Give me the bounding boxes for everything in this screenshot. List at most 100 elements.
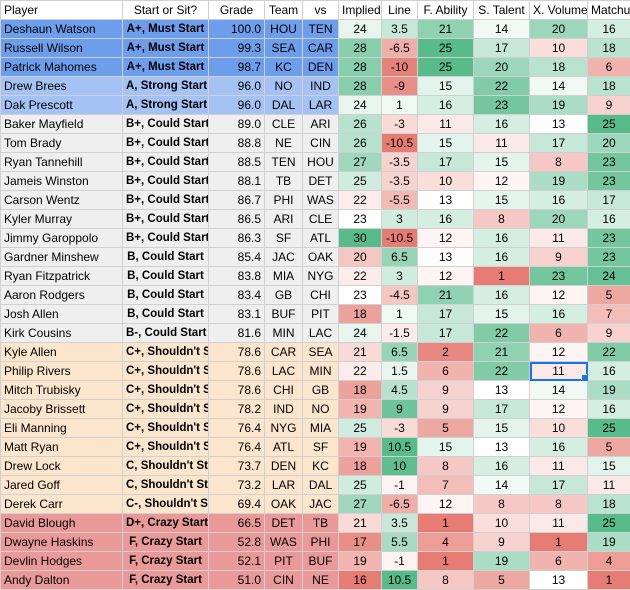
grade-cell[interactable]: 78.6	[209, 381, 265, 400]
s-talent-cell[interactable]: 16	[474, 248, 530, 267]
matchup-cell[interactable]: 23	[588, 248, 630, 267]
opponent-cell[interactable]: TB	[303, 514, 339, 533]
player-cell[interactable]: Eli Manning	[1, 419, 123, 438]
x-volume-cell[interactable]: 14	[530, 381, 588, 400]
implied-cell[interactable]: 28	[339, 58, 382, 77]
implied-cell[interactable]: 19	[339, 400, 382, 419]
grade-cell[interactable]: 69.4	[209, 495, 265, 514]
implied-cell[interactable]: 17	[339, 533, 382, 552]
team-cell[interactable]: GB	[265, 286, 303, 305]
start-sit-cell[interactable]: C+, Shouldn't Start	[123, 381, 209, 400]
grade-cell[interactable]: 83.1	[209, 305, 265, 324]
s-talent-cell[interactable]: 17	[474, 39, 530, 58]
team-cell[interactable]: KC	[265, 58, 303, 77]
grade-cell[interactable]: 86.7	[209, 191, 265, 210]
player-cell[interactable]: Josh Allen	[1, 305, 123, 324]
start-sit-cell[interactable]: B+, Could Start	[123, 134, 209, 153]
x-volume-cell[interactable]: 1	[530, 533, 588, 552]
opponent-cell[interactable]: LAC	[303, 324, 339, 343]
start-sit-cell[interactable]: F, Crazy Start	[123, 552, 209, 571]
opponent-cell[interactable]: SF	[303, 438, 339, 457]
line-cell[interactable]: -3.5	[382, 172, 418, 191]
s-talent-cell[interactable]: 21	[474, 343, 530, 362]
team-cell[interactable]: OAK	[265, 495, 303, 514]
player-cell[interactable]: Deshaun Watson	[1, 20, 123, 39]
f-ability-cell[interactable]: 17	[418, 324, 474, 343]
f-ability-cell[interactable]: 16	[418, 96, 474, 115]
implied-cell[interactable]: 19	[339, 438, 382, 457]
start-sit-cell[interactable]: B+, Could Start	[123, 153, 209, 172]
start-sit-cell[interactable]: B, Could Start	[123, 305, 209, 324]
grade-cell[interactable]: 76.4	[209, 419, 265, 438]
start-sit-cell[interactable]: F, Crazy Start	[123, 571, 209, 590]
s-talent-cell[interactable]: 16	[474, 229, 530, 248]
line-cell[interactable]: -9	[382, 77, 418, 96]
x-volume-cell[interactable]: 12	[530, 343, 588, 362]
line-cell[interactable]: 3.5	[382, 514, 418, 533]
s-talent-cell[interactable]: 20	[474, 58, 530, 77]
grade-cell[interactable]: 76.4	[209, 438, 265, 457]
team-cell[interactable]: CLE	[265, 115, 303, 134]
player-cell[interactable]: Dwayne Haskins	[1, 533, 123, 552]
player-cell[interactable]: Jared Goff	[1, 476, 123, 495]
opponent-cell[interactable]: IND	[303, 77, 339, 96]
x-volume-cell[interactable]: 11	[530, 457, 588, 476]
header-line[interactable]: Line	[382, 1, 418, 20]
matchup-cell[interactable]: 16	[588, 20, 630, 39]
header-grade[interactable]: Grade	[209, 1, 265, 20]
x-volume-cell[interactable]: 23	[530, 267, 588, 286]
start-sit-cell[interactable]: A+, Must Start	[123, 39, 209, 58]
grade-cell[interactable]: 78.6	[209, 343, 265, 362]
opponent-cell[interactable]: NE	[303, 571, 339, 590]
s-talent-cell[interactable]: 16	[474, 457, 530, 476]
matchup-cell[interactable]: 9	[588, 96, 630, 115]
team-cell[interactable]: TB	[265, 172, 303, 191]
implied-cell[interactable]: 24	[339, 324, 382, 343]
x-volume-cell[interactable]: 6	[530, 552, 588, 571]
line-cell[interactable]: 4.5	[382, 381, 418, 400]
f-ability-cell[interactable]: 15	[418, 438, 474, 457]
team-cell[interactable]: NO	[265, 77, 303, 96]
implied-cell[interactable]: 23	[339, 210, 382, 229]
grade-cell[interactable]: 96.0	[209, 77, 265, 96]
opponent-cell[interactable]: TEN	[303, 20, 339, 39]
f-ability-cell[interactable]: 1	[418, 514, 474, 533]
line-cell[interactable]: -5.5	[382, 191, 418, 210]
matchup-cell[interactable]: 5	[588, 286, 630, 305]
x-volume-cell[interactable]: 16	[530, 191, 588, 210]
matchup-cell[interactable]: 19	[588, 533, 630, 552]
line-cell[interactable]: -10.5	[382, 134, 418, 153]
player-cell[interactable]: David Blough	[1, 514, 123, 533]
grade-cell[interactable]: 100.0	[209, 20, 265, 39]
opponent-cell[interactable]: GB	[303, 381, 339, 400]
opponent-cell[interactable]: CAR	[303, 39, 339, 58]
implied-cell[interactable]: 26	[339, 115, 382, 134]
opponent-cell[interactable]: DAL	[303, 476, 339, 495]
player-cell[interactable]: Dak Prescott	[1, 96, 123, 115]
s-talent-cell[interactable]: 17	[474, 400, 530, 419]
opponent-cell[interactable]: BUF	[303, 552, 339, 571]
opponent-cell[interactable]: CLE	[303, 210, 339, 229]
start-sit-cell[interactable]: C, Shouldn't Start	[123, 457, 209, 476]
grade-cell[interactable]: 88.1	[209, 172, 265, 191]
start-sit-cell[interactable]: B, Could Start	[123, 286, 209, 305]
player-cell[interactable]: Derek Carr	[1, 495, 123, 514]
player-cell[interactable]: Andy Dalton	[1, 571, 123, 590]
player-cell[interactable]: Kyle Allen	[1, 343, 123, 362]
start-sit-cell[interactable]: C, Shouldn't Start	[123, 476, 209, 495]
x-volume-cell[interactable]: 11	[530, 362, 588, 381]
player-cell[interactable]: Devlin Hodges	[1, 552, 123, 571]
x-volume-cell[interactable]: 20	[530, 210, 588, 229]
implied-cell[interactable]: 25	[339, 476, 382, 495]
implied-cell[interactable]: 28	[339, 39, 382, 58]
implied-cell[interactable]: 18	[339, 457, 382, 476]
line-cell[interactable]: 5.5	[382, 533, 418, 552]
start-sit-cell[interactable]: B+, Could Start	[123, 229, 209, 248]
implied-cell[interactable]: 16	[339, 571, 382, 590]
grade-cell[interactable]: 86.3	[209, 229, 265, 248]
start-sit-cell[interactable]: B+, Could Start	[123, 172, 209, 191]
matchup-cell[interactable]: 17	[588, 191, 630, 210]
opponent-cell[interactable]: NO	[303, 400, 339, 419]
f-ability-cell[interactable]: 12	[418, 229, 474, 248]
opponent-cell[interactable]: SEA	[303, 343, 339, 362]
